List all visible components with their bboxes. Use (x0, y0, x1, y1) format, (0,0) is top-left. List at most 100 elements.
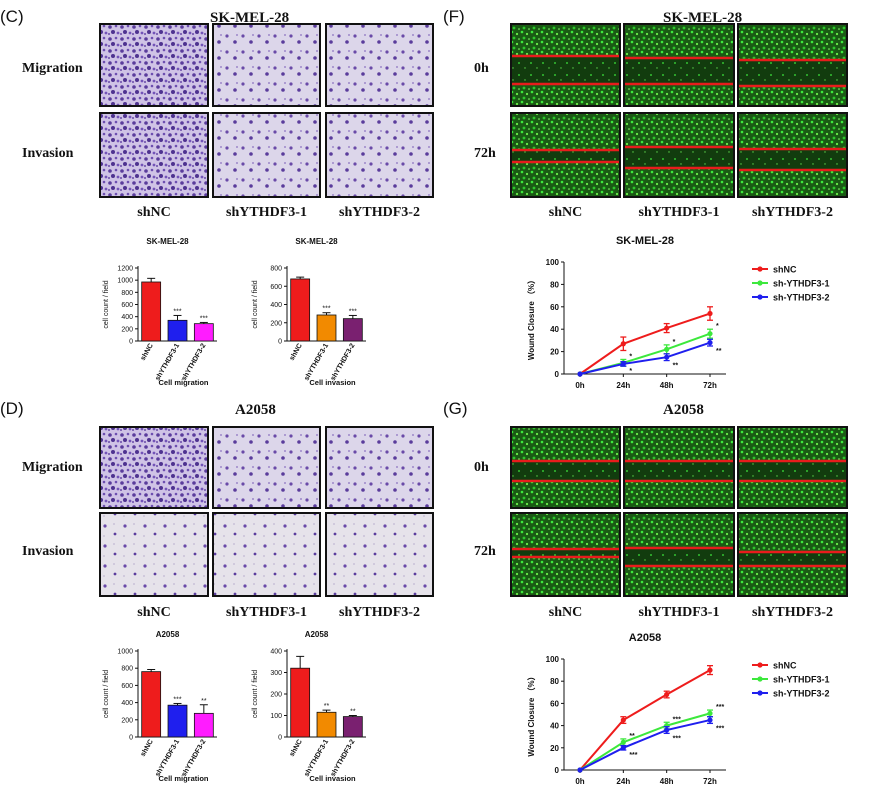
significance-label: * (629, 368, 632, 375)
y-tick-label: 100 (546, 258, 560, 267)
data-point (577, 371, 583, 377)
micrograph-image (212, 426, 321, 509)
y-tick-label: 0 (278, 735, 282, 742)
bar-chart: A2058 0 100 200 300 400 cell count / field shNC… (252, 630, 366, 783)
row-label: 0h (474, 460, 489, 475)
data-point (707, 310, 713, 317)
y-tick-label: 60 (550, 303, 559, 312)
data-point (707, 667, 713, 673)
y-tick-label: 40 (550, 722, 559, 731)
legend-marker (757, 690, 763, 696)
column-label: shNC (137, 605, 170, 620)
micrograph-image (99, 23, 209, 107)
significance-label: *** (322, 306, 330, 313)
y-axis-label: cell count / field (103, 280, 110, 328)
series-line (579, 332, 711, 375)
y-tick-label: 1200 (117, 266, 133, 273)
legend-entry: shNC (773, 265, 797, 275)
legend-entry: sh-YTHDF3-2 (773, 293, 830, 303)
series-line (579, 312, 711, 375)
scratch-gap (739, 149, 846, 170)
micrograph-image (212, 112, 321, 198)
bar (141, 281, 162, 342)
data-point (620, 361, 626, 367)
bar (193, 323, 214, 342)
y-tick-label: 800 (121, 290, 133, 297)
column-label: shYTHDF3-1 (226, 205, 307, 220)
y-tick-label: 40 (550, 325, 559, 334)
data-point (620, 739, 626, 745)
chart-title: SK-MEL-28 (146, 237, 189, 246)
panel-g: (G) A2058 0h 72h shNC shYTHDF3-1 shYTHDF3-2 (443, 399, 848, 620)
panel-c: (C) SK-MEL-28 Migration Invasion shNC shYTHDF… (0, 7, 434, 220)
legend-marker (757, 676, 763, 682)
y-tick-label: 200 (270, 320, 282, 327)
panel-title: SK-MEL-28 (210, 10, 289, 26)
y-tick-label: 1000 (117, 649, 133, 656)
panel-f: (F) SK-MEL-28 0h 72h shNC shYTHDF3-1 shYTHDF3-… (443, 7, 848, 220)
micrograph-image (325, 23, 434, 107)
bar (141, 671, 162, 738)
y-tick-label: 600 (270, 284, 282, 291)
data-point (707, 340, 713, 346)
y-tick-label: 0 (278, 339, 282, 346)
data-point (664, 354, 670, 360)
y-tick-label: 100 (270, 713, 282, 720)
panel-title: SK-MEL-28 (663, 10, 742, 26)
data-point (664, 325, 670, 331)
data-point (664, 346, 670, 352)
y-tick-label: 0 (555, 370, 560, 379)
significance-label: *** (629, 752, 637, 759)
significance-label: ** (201, 698, 207, 705)
y-tick-label: 20 (550, 744, 559, 753)
row-label: Invasion (22, 544, 74, 559)
y-tick-label: 60 (550, 699, 559, 708)
data-point (707, 331, 713, 337)
bar (342, 318, 363, 342)
data-point (620, 745, 626, 751)
y-axis-label: cell count / field (252, 280, 259, 328)
x-tick-label: 72h (703, 381, 717, 390)
column-label: shYTHDF3-1 (639, 205, 720, 220)
panel-title: A2058 (663, 402, 704, 418)
bar-chart: A2058 0 200 400 600 800 1000 cell count / field… (103, 630, 217, 783)
x-tick-label: shYTHDF3-2 (181, 342, 208, 382)
significance-label: *** (173, 308, 181, 315)
significance-label: *** (349, 308, 357, 315)
y-tick-label: 400 (121, 700, 133, 707)
scratch-gap (625, 461, 733, 481)
bar (193, 712, 214, 738)
y-tick-label: 400 (121, 314, 133, 321)
micrograph-image (212, 23, 321, 107)
scratch-gap (739, 461, 846, 481)
series-line (579, 712, 711, 771)
y-tick-label: 600 (121, 683, 133, 690)
significance-label: ** (350, 709, 356, 716)
significance-label: ** (324, 703, 330, 710)
chart-title: SK-MEL-28 (295, 237, 338, 246)
bar (167, 704, 188, 738)
micrograph-image (99, 112, 209, 198)
micrograph-image (212, 512, 321, 597)
y-tick-label: 100 (546, 655, 560, 664)
y-tick-label: 600 (121, 302, 133, 309)
data-point (707, 710, 713, 716)
x-axis-label: Cell migration (158, 774, 208, 783)
row-label: Invasion (22, 146, 74, 161)
chart-title: A2058 (305, 630, 329, 639)
chart-title: A2058 (629, 632, 661, 644)
significance-label: * (629, 353, 632, 360)
x-tick-label: shYTHDF3-1 (154, 342, 181, 382)
x-tick-label: shYTHDF3-1 (303, 738, 330, 778)
chart-title: A2058 (156, 630, 180, 639)
y-tick-label: 200 (121, 326, 133, 333)
micrograph-image (99, 512, 209, 597)
row-label: Migration (22, 61, 83, 76)
line-chart: SK-MEL-28 0 20 40 60 80 100 Wound Closure （%） 0h… (526, 235, 830, 390)
legend-marker (757, 280, 763, 286)
y-tick-label: 200 (270, 692, 282, 699)
scratch-gap (512, 549, 619, 557)
significance-label: *** (200, 315, 208, 322)
significance-label: *** (673, 716, 681, 723)
